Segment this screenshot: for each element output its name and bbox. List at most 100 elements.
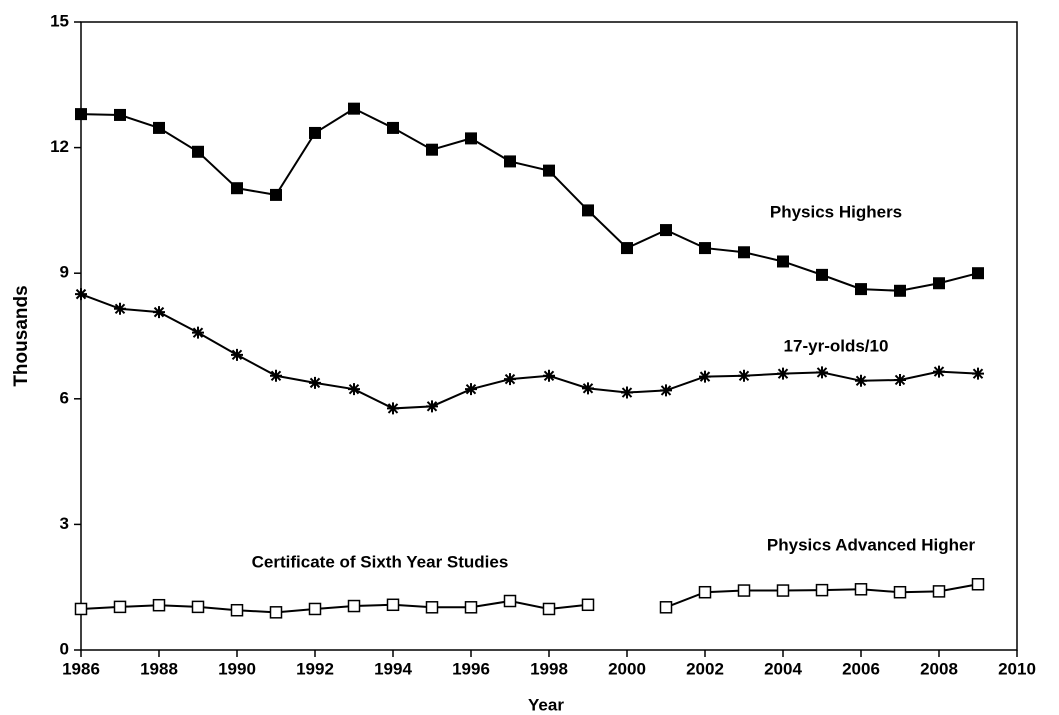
x-tick-label: 1990 xyxy=(218,659,256,678)
marker xyxy=(894,284,906,297)
marker xyxy=(387,402,399,415)
marker xyxy=(309,126,321,139)
marker xyxy=(971,578,985,591)
x-tick-label: 2002 xyxy=(686,659,724,678)
x-tick-label: 2004 xyxy=(764,659,802,678)
y-tick-label: 9 xyxy=(60,263,69,282)
y-tick-label: 15 xyxy=(50,11,69,30)
marker xyxy=(660,384,672,397)
marker xyxy=(348,102,360,115)
y-tick-label: 12 xyxy=(50,137,69,156)
marker xyxy=(933,277,945,290)
series-line xyxy=(80,599,589,614)
marker xyxy=(425,601,439,614)
x-tick-label: 1986 xyxy=(62,659,100,678)
x-tick-label: 2006 xyxy=(842,659,880,678)
marker xyxy=(75,108,87,121)
marker xyxy=(192,326,204,339)
marker xyxy=(465,132,477,145)
marker xyxy=(113,600,127,614)
marker xyxy=(191,600,205,614)
series-label: Physics Advanced Higher xyxy=(767,535,976,554)
marker xyxy=(347,599,361,613)
marker xyxy=(855,374,867,387)
marker xyxy=(621,242,633,255)
marker xyxy=(269,606,283,619)
x-tick-label: 2008 xyxy=(920,659,958,678)
marker xyxy=(114,108,126,121)
x-tick-label: 2010 xyxy=(998,659,1036,678)
marker xyxy=(231,348,243,361)
marker xyxy=(582,382,594,395)
marker xyxy=(153,121,165,134)
series-label: 17-yr-olds/10 xyxy=(784,336,889,355)
marker xyxy=(621,386,633,399)
marker xyxy=(660,224,672,237)
series-label: Certificate of Sixth Year Studies xyxy=(252,552,509,571)
marker xyxy=(308,602,322,616)
x-tick-label: 1998 xyxy=(530,659,568,678)
marker xyxy=(503,594,517,608)
x-tick-label: 1996 xyxy=(452,659,490,678)
marker xyxy=(543,164,555,177)
marker xyxy=(270,188,282,201)
series-label: Physics Highers xyxy=(770,202,902,221)
marker xyxy=(114,302,126,315)
marker xyxy=(582,204,594,217)
marker xyxy=(230,603,244,617)
series-line xyxy=(80,293,979,410)
marker xyxy=(777,367,789,380)
marker xyxy=(933,365,945,378)
marker xyxy=(387,121,399,134)
x-tick-label: 1994 xyxy=(374,659,412,678)
y-tick-label: 0 xyxy=(60,639,69,658)
x-axis-label: Year xyxy=(528,695,564,714)
marker xyxy=(426,143,438,156)
marker xyxy=(816,268,828,281)
marker xyxy=(75,288,87,301)
y-axis-label: Thousands xyxy=(11,285,32,386)
marker xyxy=(893,585,907,599)
marker xyxy=(504,373,516,386)
marker xyxy=(192,145,204,158)
marker xyxy=(426,400,438,413)
marker xyxy=(153,306,165,319)
marker xyxy=(386,598,400,612)
marker xyxy=(464,601,478,614)
marker xyxy=(581,598,595,612)
marker xyxy=(309,376,321,389)
marker xyxy=(972,267,984,280)
marker xyxy=(972,367,984,380)
marker xyxy=(776,584,790,597)
marker xyxy=(659,601,673,614)
marker xyxy=(738,246,750,259)
marker xyxy=(777,255,789,268)
marker xyxy=(699,242,711,255)
marker xyxy=(699,370,711,383)
marker xyxy=(543,369,555,382)
marker xyxy=(698,585,712,599)
x-tick-label: 1992 xyxy=(296,659,334,678)
y-tick-label: 3 xyxy=(60,514,69,533)
marker xyxy=(348,383,360,396)
marker xyxy=(894,373,906,386)
x-tick-label: 1988 xyxy=(140,659,178,678)
marker xyxy=(815,583,829,597)
marker xyxy=(270,369,282,382)
x-tick-label: 2000 xyxy=(608,659,646,678)
marker xyxy=(816,366,828,379)
marker xyxy=(504,155,516,168)
marker xyxy=(737,584,751,597)
marker xyxy=(854,583,868,596)
marker xyxy=(738,369,750,382)
marker xyxy=(542,602,556,616)
y-tick-label: 6 xyxy=(60,388,69,407)
marker xyxy=(465,383,477,396)
marker xyxy=(855,283,867,296)
marker xyxy=(152,598,166,612)
series-line xyxy=(80,107,979,292)
marker xyxy=(231,182,243,195)
marker xyxy=(932,585,946,598)
